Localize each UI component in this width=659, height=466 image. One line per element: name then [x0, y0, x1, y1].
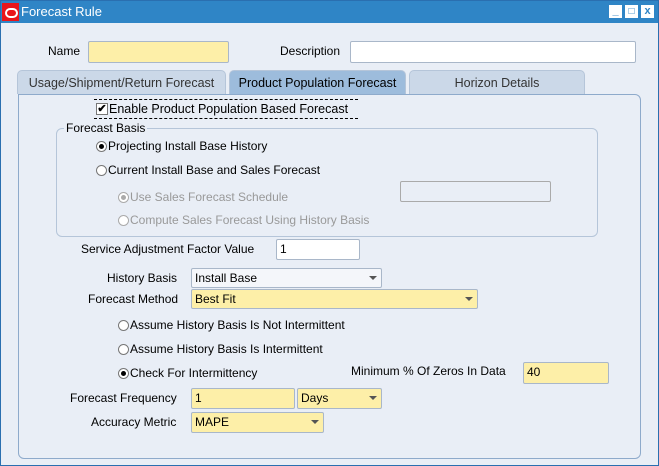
- history-basis-value: Install Base: [195, 271, 258, 285]
- tab-horizon-details[interactable]: Horizon Details: [409, 70, 585, 94]
- description-label: Description: [280, 44, 341, 58]
- dropdown-arrow-icon: [369, 396, 377, 400]
- service-adjustment-label: Service Adjustment Factor Value: [81, 242, 255, 256]
- radio-use-sales-schedule[interactable]: [118, 192, 129, 203]
- oracle-logo-icon: [2, 3, 19, 21]
- current-label: Current Install Base and Sales Forecast: [108, 163, 321, 177]
- tab-panel: [18, 94, 641, 459]
- forecast-basis-group: [56, 128, 598, 237]
- radio-compute-sales[interactable]: [118, 215, 129, 226]
- forecast-basis-title: Forecast Basis: [64, 121, 148, 135]
- enable-checkbox[interactable]: ✔: [96, 103, 108, 115]
- forecast-frequency-label: Forecast Frequency: [70, 391, 177, 405]
- sales-schedule-input[interactable]: [400, 181, 551, 202]
- dropdown-arrow-icon: [311, 420, 319, 424]
- close-button[interactable]: x: [641, 5, 654, 18]
- tab-product-population[interactable]: Product Population Forecast: [229, 70, 406, 94]
- min-zeros-label: Minimum % Of Zeros In Data: [351, 364, 506, 378]
- forecast-frequency-input[interactable]: 1: [191, 388, 295, 409]
- radio-projecting-install-base[interactable]: [96, 141, 107, 152]
- service-adjustment-input[interactable]: 1: [276, 239, 360, 260]
- compute-label: Compute Sales Forecast Using History Bas…: [130, 213, 370, 227]
- accuracy-metric-value: MAPE: [195, 415, 230, 429]
- radio-not-intermittent[interactable]: [118, 320, 129, 331]
- radio-current-install-base[interactable]: [96, 165, 107, 176]
- window-title: Forecast Rule: [21, 4, 102, 19]
- accuracy-metric-select[interactable]: MAPE: [191, 412, 324, 433]
- projecting-label: Projecting Install Base History: [108, 139, 268, 153]
- min-zeros-input[interactable]: 40: [523, 362, 609, 384]
- forecast-method-value: Best Fit: [195, 292, 236, 306]
- title-bar: Forecast Rule _ □ x: [1, 1, 658, 23]
- name-label: Name: [48, 44, 81, 58]
- radio-intermittent[interactable]: [118, 344, 129, 355]
- radio-check-intermittency[interactable]: [118, 368, 129, 379]
- intermittent-label: Assume History Basis Is Intermittent: [130, 342, 323, 356]
- accuracy-metric-label: Accuracy Metric: [91, 415, 177, 429]
- use-sales-label: Use Sales Forecast Schedule: [130, 190, 289, 204]
- minimize-button[interactable]: _: [609, 5, 622, 18]
- forecast-method-select[interactable]: Best Fit: [191, 289, 478, 309]
- frequency-unit-select[interactable]: Days: [297, 388, 382, 409]
- tab-usage-shipment-return[interactable]: Usage/Shipment/Return Forecast: [17, 70, 226, 94]
- not-intermittent-label: Assume History Basis Is Not Intermittent: [130, 318, 345, 332]
- history-basis-select[interactable]: Install Base: [191, 268, 382, 288]
- description-input[interactable]: [350, 41, 636, 63]
- name-input[interactable]: [88, 41, 229, 63]
- enable-checkbox-row[interactable]: ✔ Enable Product Population Based Foreca…: [94, 99, 358, 119]
- enable-label: Enable Product Population Based Forecast: [109, 102, 349, 116]
- forecast-method-label: Forecast Method: [88, 292, 179, 306]
- dropdown-arrow-icon: [465, 297, 473, 301]
- check-intermittency-label: Check For Intermittency: [130, 366, 258, 380]
- history-basis-label: History Basis: [107, 271, 178, 285]
- maximize-button[interactable]: □: [625, 5, 638, 18]
- dropdown-arrow-icon: [369, 276, 377, 280]
- frequency-unit-value: Days: [301, 391, 329, 405]
